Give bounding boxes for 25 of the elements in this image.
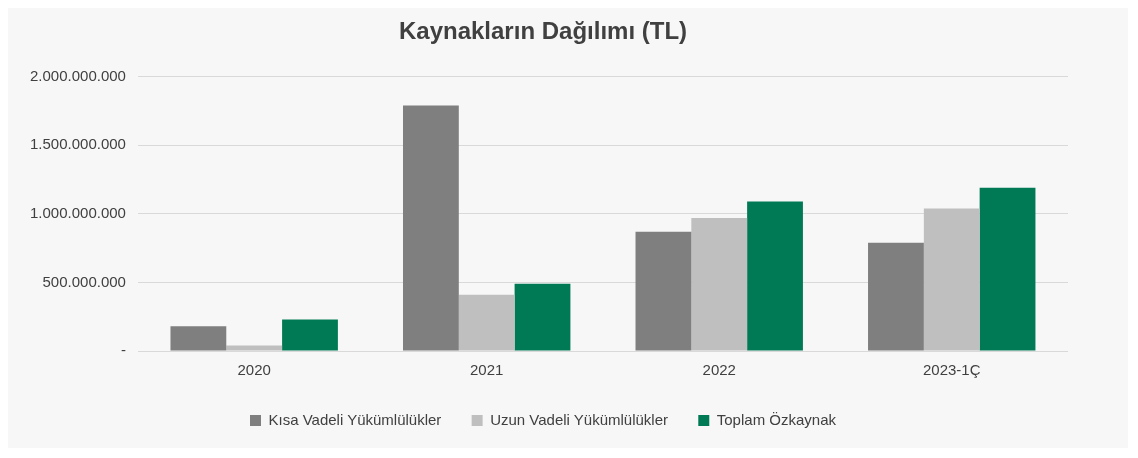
y-tick-label: 1.500.000.000 — [29, 135, 126, 153]
bar — [691, 218, 748, 351]
chart-title: Kaynakların Dağılımı (TL) — [398, 17, 688, 45]
x-tick-label: 2021 — [470, 361, 504, 379]
y-tick-label: 2.000.000.000 — [29, 66, 126, 84]
bar — [979, 187, 1036, 351]
bar — [923, 208, 980, 351]
y-tick-label: 1.000.000.000 — [29, 204, 126, 222]
x-tick-label: 2022 — [702, 361, 736, 379]
legend-label: Uzun Vadeli Yükümlülükler — [490, 410, 669, 428]
x-tick-label: 2023-1Ç — [922, 361, 981, 379]
legend-label: Toplam Özkaynak — [716, 410, 837, 428]
bar — [747, 201, 803, 351]
legend-label: Kısa Vadeli Yükümlülükler — [268, 410, 442, 428]
bar — [226, 345, 283, 351]
bar — [635, 231, 692, 351]
y-tick-label: - — [120, 341, 126, 359]
bar — [514, 283, 571, 351]
bar — [403, 105, 459, 351]
bar — [458, 294, 515, 351]
x-tick-label: 2020 — [237, 361, 271, 379]
bar — [170, 326, 227, 351]
bar — [282, 319, 338, 351]
y-tick-label: 500.000.000 — [42, 272, 126, 290]
bar — [868, 242, 924, 351]
